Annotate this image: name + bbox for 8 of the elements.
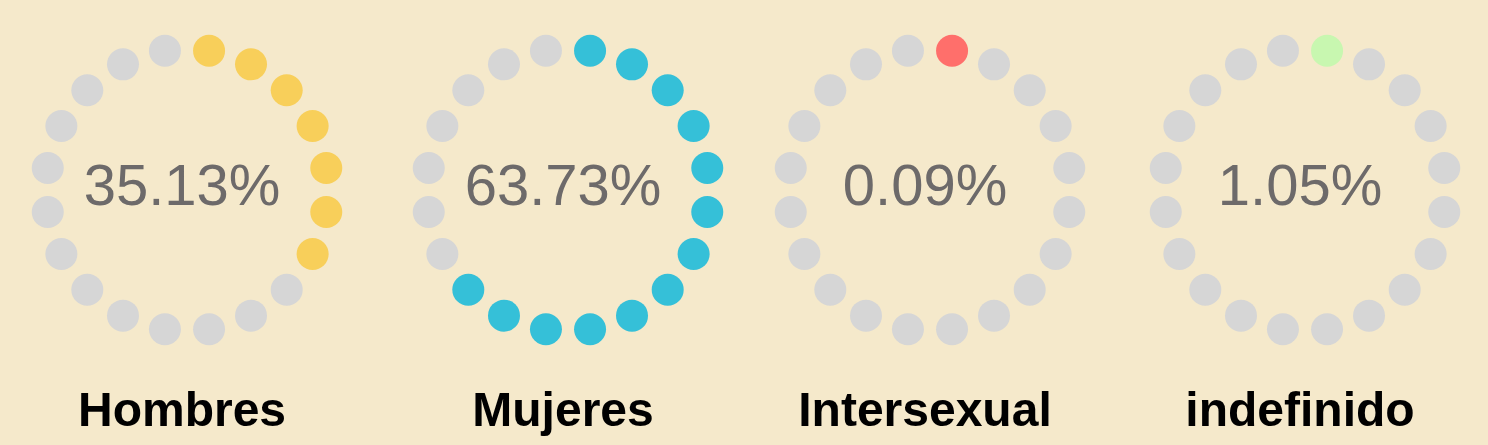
data-label: 1.05% bbox=[1216, 151, 1384, 219]
text: Hombres bbox=[76, 382, 288, 438]
data-label: 35.13% bbox=[82, 151, 282, 219]
text: Mujeres bbox=[471, 382, 655, 438]
data-label: 0.09% bbox=[841, 151, 1009, 219]
text: indefinido bbox=[1184, 382, 1416, 438]
data-label: 63.73% bbox=[463, 151, 663, 219]
text: Intersexual bbox=[797, 382, 1053, 438]
